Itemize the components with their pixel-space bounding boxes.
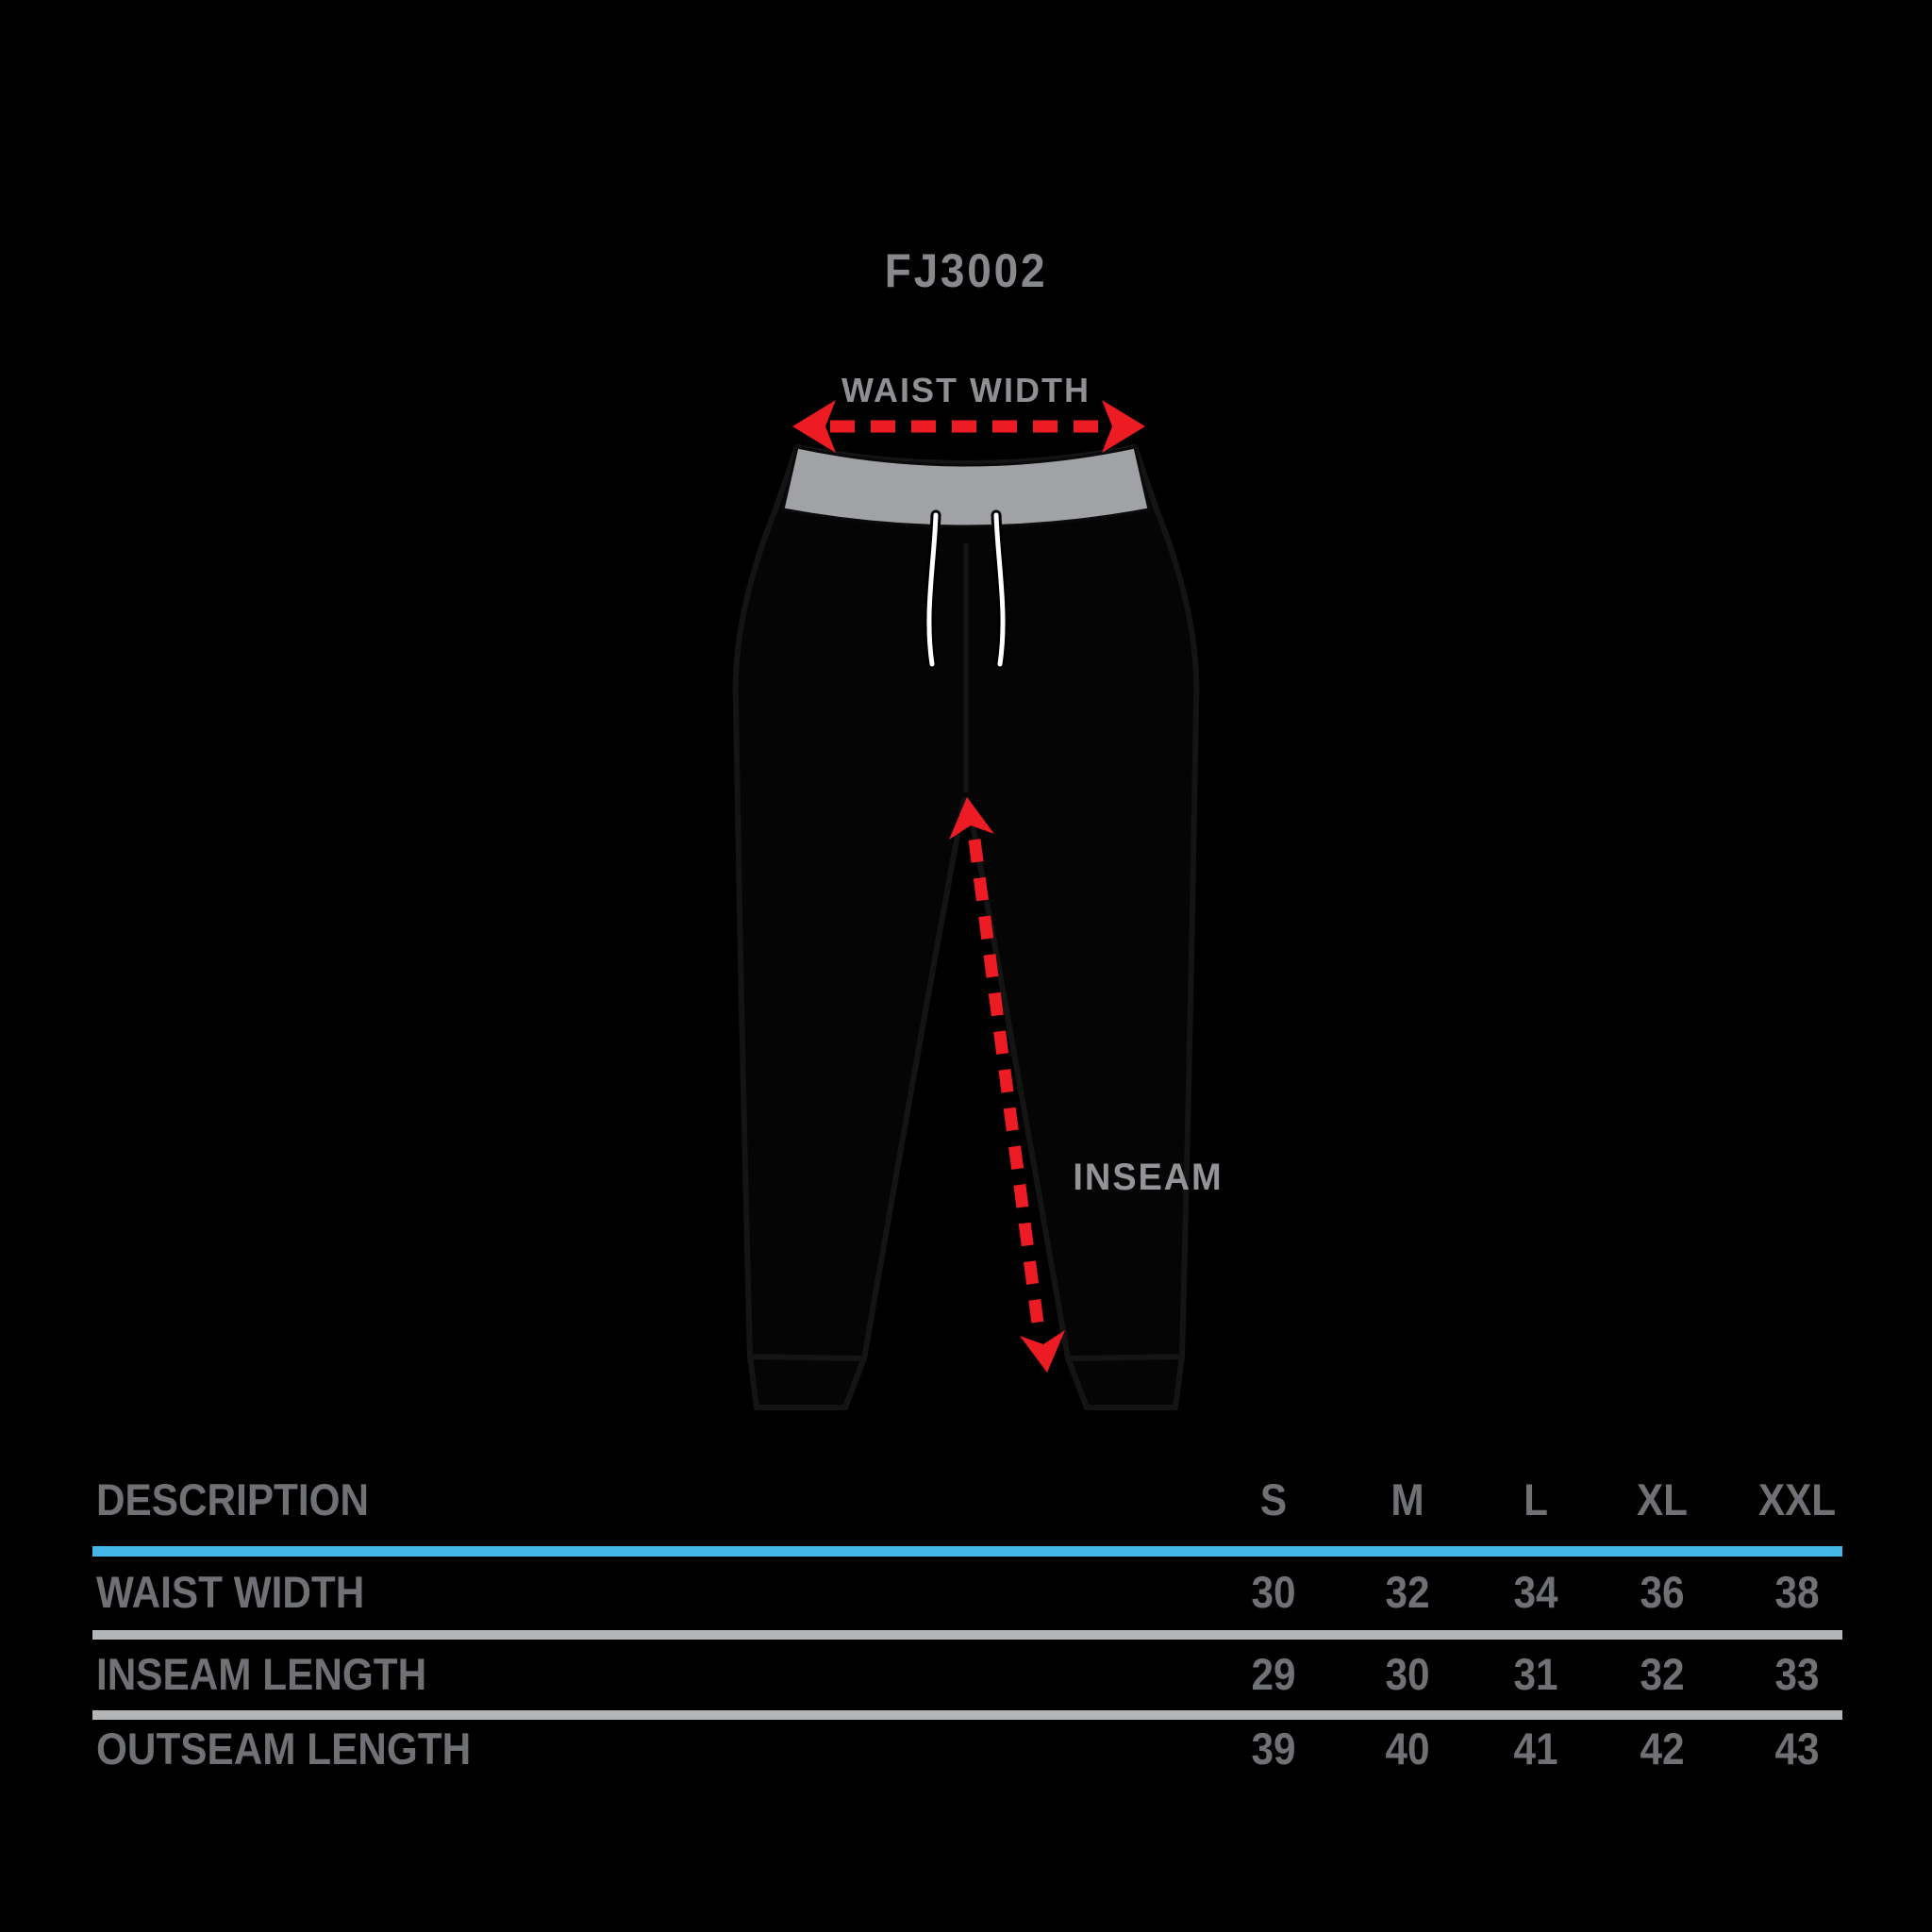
cell-value: 30 bbox=[1385, 1649, 1430, 1699]
row-label: WAIST WIDTH bbox=[96, 1567, 365, 1617]
cuff-seam-right bbox=[1067, 1354, 1183, 1361]
cell-value: 38 bbox=[1774, 1567, 1820, 1617]
waist-width-arrow-icon bbox=[792, 400, 1145, 453]
column-header-s: S bbox=[1259, 1474, 1288, 1524]
cell-value: 32 bbox=[1640, 1649, 1685, 1699]
cuff-seam-left bbox=[749, 1354, 865, 1361]
cell-value: 30 bbox=[1251, 1567, 1296, 1617]
jogger-diagram bbox=[732, 400, 1200, 1410]
inseam-label: INSEAM bbox=[1073, 1157, 1224, 1198]
cell-value: 29 bbox=[1251, 1649, 1296, 1699]
inseam-arrow-icon bbox=[949, 797, 1065, 1373]
style-code-text: FJ3002 bbox=[884, 244, 1048, 297]
drawstring-left-icon bbox=[924, 509, 941, 670]
cell-value: 42 bbox=[1640, 1724, 1685, 1774]
cell-value: 43 bbox=[1774, 1724, 1820, 1774]
drawstring-right-icon bbox=[991, 509, 1008, 670]
cell-value: 41 bbox=[1513, 1724, 1558, 1774]
cell-value: 32 bbox=[1385, 1567, 1430, 1617]
cell-value: 39 bbox=[1251, 1724, 1296, 1774]
cell-value: 34 bbox=[1513, 1567, 1558, 1617]
column-header-m: M bbox=[1391, 1474, 1424, 1524]
accent-line bbox=[92, 1546, 1842, 1557]
cell-value: 33 bbox=[1774, 1649, 1820, 1699]
brand-logo bbox=[809, 83, 1123, 232]
cell-value: 36 bbox=[1640, 1567, 1685, 1617]
pants-outline bbox=[732, 444, 1200, 1410]
cell-value: 31 bbox=[1513, 1649, 1558, 1699]
column-header-xxl: XXL bbox=[1757, 1474, 1837, 1524]
description-header: DESCRIPTION bbox=[96, 1474, 370, 1524]
waist-width-label: WAIST WIDTH bbox=[841, 371, 1091, 409]
row-divider bbox=[92, 1710, 1842, 1720]
row-divider bbox=[92, 1630, 1842, 1640]
waistband bbox=[781, 445, 1151, 528]
row-label: INSEAM LENGTH bbox=[96, 1649, 427, 1699]
row-label: OUTSEAM LENGTH bbox=[96, 1724, 472, 1774]
column-header-l: L bbox=[1524, 1474, 1548, 1524]
column-header-xl: XL bbox=[1636, 1474, 1689, 1524]
cell-value: 40 bbox=[1385, 1724, 1430, 1774]
